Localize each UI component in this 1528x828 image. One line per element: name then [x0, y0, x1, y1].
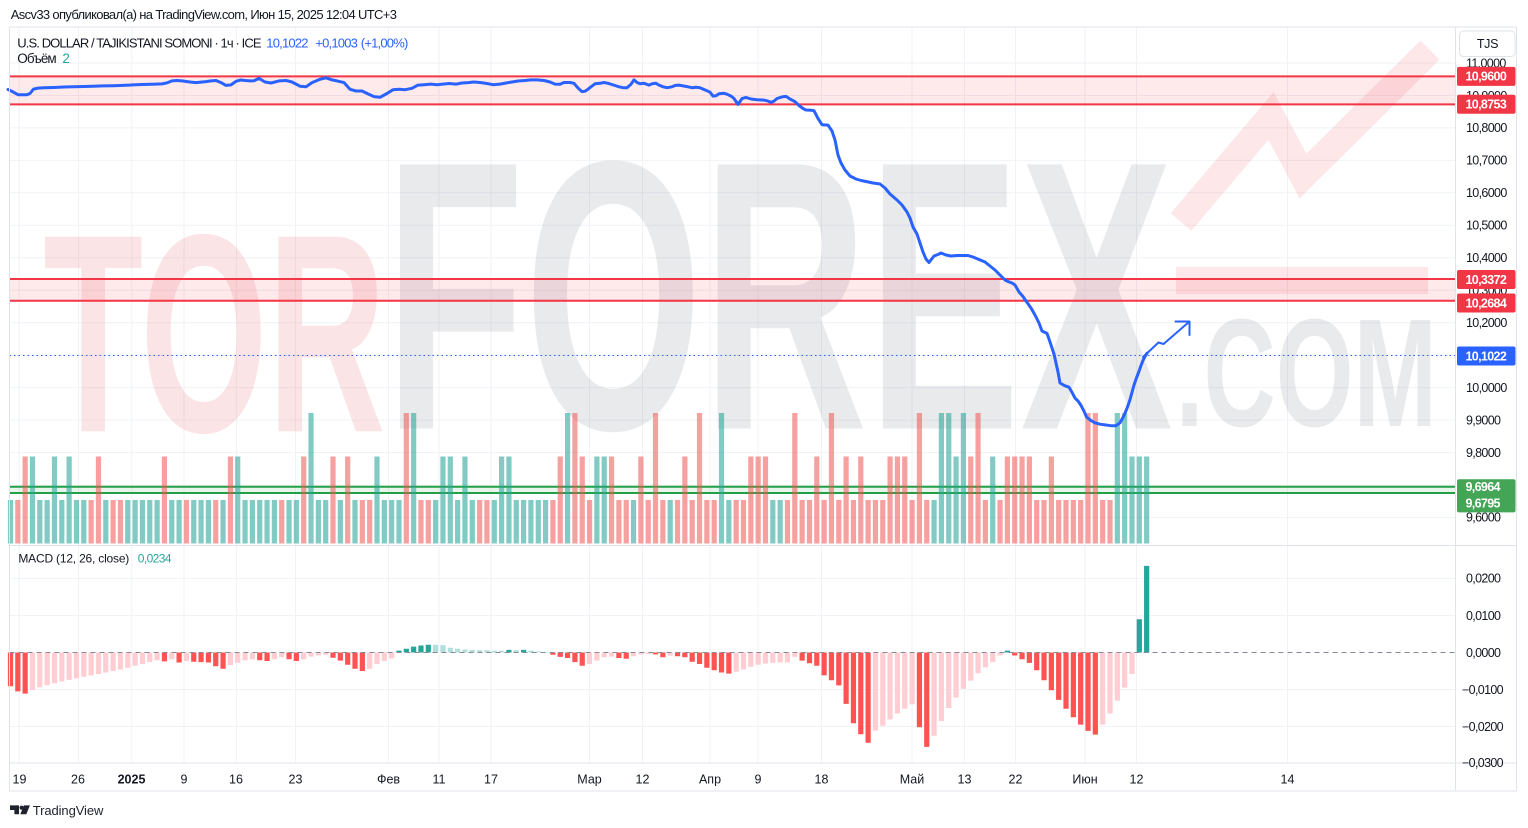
svg-text:TOR: TOR: [43, 175, 386, 491]
svg-text:MACD (12, 26, close)0,0234: MACD (12, 26, close) 0,0234: [18, 552, 171, 566]
svg-text:12: 12: [1130, 773, 1144, 787]
svg-text:10,0000: 10,0000: [1466, 381, 1507, 395]
svg-text:TradingView: TradingView: [33, 803, 104, 818]
svg-text:10,3372: 10,3372: [1466, 273, 1507, 287]
svg-text:−0,0200: −0,0200: [1462, 720, 1504, 734]
svg-text:11: 11: [433, 773, 446, 787]
svg-text:U.S. DOLLAR / TAJIKISTANI SOMO: U.S. DOLLAR / TAJIKISTANI SOMONI · 1ч · …: [17, 35, 408, 50]
svg-text:17: 17: [484, 773, 498, 787]
svg-text:Мар: Мар: [577, 773, 602, 787]
svg-text:9: 9: [755, 773, 762, 787]
svg-text:11,0000: 11,0000: [1466, 56, 1506, 70]
svg-text:13: 13: [958, 773, 972, 787]
svg-text:Фев: Фев: [377, 773, 400, 787]
svg-text:22: 22: [1009, 773, 1023, 787]
svg-text:9,8000: 9,8000: [1466, 446, 1501, 460]
svg-text:10,8753: 10,8753: [1466, 98, 1507, 112]
svg-text:9,9000: 9,9000: [1466, 413, 1501, 427]
svg-text:18: 18: [815, 773, 829, 787]
svg-text:TJS: TJS: [1477, 37, 1498, 51]
svg-text:0,0000: 0,0000: [1466, 646, 1501, 660]
svg-text:14: 14: [1281, 773, 1295, 787]
svg-text:2025: 2025: [118, 773, 146, 787]
svg-text:−0,0300: −0,0300: [1462, 756, 1504, 770]
svg-text:Июн: Июн: [1072, 773, 1097, 787]
svg-text:10,4000: 10,4000: [1466, 251, 1507, 265]
svg-text:26: 26: [71, 773, 85, 787]
svg-text:9,6795: 9,6795: [1466, 496, 1501, 510]
svg-text:10,2000: 10,2000: [1466, 316, 1507, 330]
svg-text:10,7000: 10,7000: [1466, 154, 1507, 168]
svg-text:9,6000: 9,6000: [1466, 511, 1501, 525]
svg-text:9: 9: [181, 773, 188, 787]
svg-text:10,6000: 10,6000: [1466, 186, 1507, 200]
svg-text:Май: Май: [900, 773, 925, 787]
svg-text:−0,0100: −0,0100: [1462, 683, 1504, 697]
svg-text:10,8000: 10,8000: [1466, 121, 1507, 135]
svg-text:FOREX: FOREX: [385, 81, 1174, 510]
svg-text:10,2684: 10,2684: [1466, 296, 1507, 310]
svg-text:12: 12: [636, 773, 650, 787]
svg-text:0,0100: 0,0100: [1466, 609, 1501, 623]
svg-text:10,5000: 10,5000: [1466, 219, 1507, 233]
svg-text:0,0200: 0,0200: [1466, 572, 1501, 586]
svg-text:10,9600: 10,9600: [1466, 70, 1507, 84]
svg-text:23: 23: [289, 773, 303, 787]
svg-text:10,1022: 10,1022: [1466, 349, 1507, 363]
svg-text:Ascv33 опубликовал(а) на Tradi: Ascv33 опубликовал(а) на TradingView.com…: [11, 7, 397, 22]
svg-text:.COM: .COM: [1176, 286, 1437, 459]
svg-text:Апр: Апр: [699, 773, 721, 787]
svg-text:16: 16: [229, 773, 243, 787]
svg-text:19: 19: [13, 773, 27, 787]
svg-text:9,6964: 9,6964: [1466, 480, 1501, 494]
